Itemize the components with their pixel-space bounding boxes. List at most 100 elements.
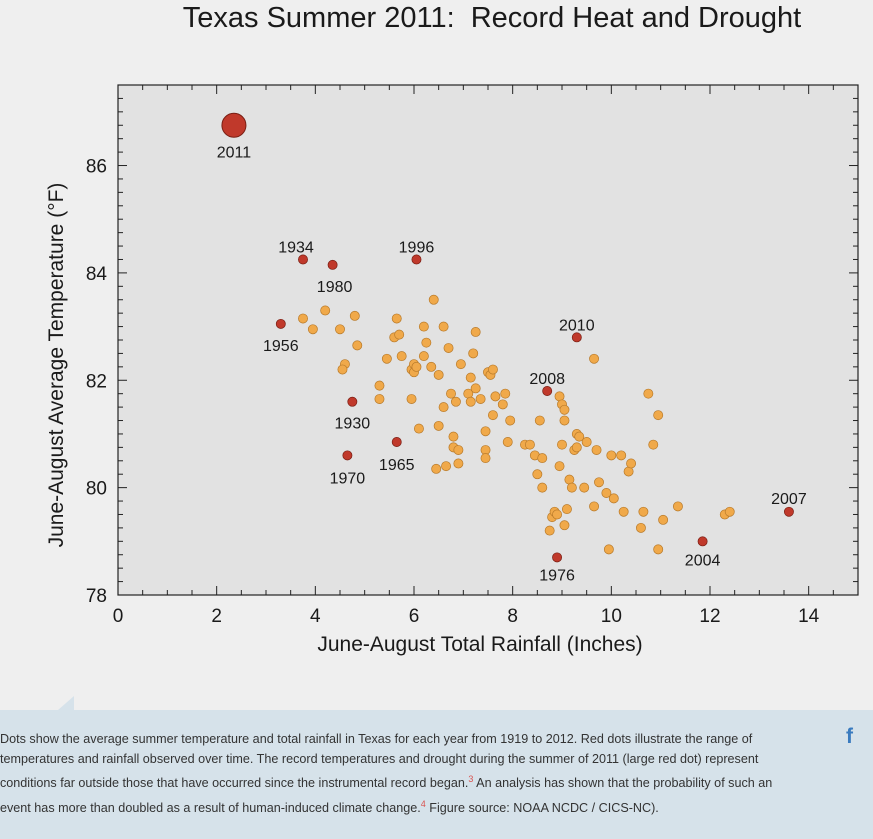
data-point (554, 461, 565, 472)
facebook-icon[interactable]: f (846, 725, 853, 748)
x-axis-label: June-August Total Rainfall (Inches) (317, 633, 642, 656)
data-point (453, 445, 464, 456)
x-tick-label: 8 (507, 606, 518, 627)
data-point (418, 321, 429, 332)
year-label-2011: 2011 (217, 144, 252, 161)
data-point (428, 294, 439, 305)
data-point (374, 394, 385, 405)
data-point (443, 343, 454, 354)
data-point (421, 337, 432, 348)
data-point (438, 402, 449, 413)
x-tick-label: 4 (310, 606, 321, 627)
data-point (396, 351, 407, 362)
data-point (465, 372, 476, 383)
highlighted-point-2008 (542, 386, 553, 396)
data-point (470, 326, 481, 337)
data-point (635, 522, 646, 533)
y-tick-label: 82 (86, 371, 107, 392)
data-point (381, 353, 392, 364)
year-label-1996: 1996 (399, 239, 435, 256)
y-axis-label: June-August Average Temperature (°F) (45, 183, 68, 548)
data-point (559, 520, 570, 531)
axis-ticks (117, 84, 859, 596)
highlighted-point-2011 (221, 112, 247, 138)
caption-notch (58, 696, 74, 710)
footnote-3-link[interactable]: 3 (468, 774, 474, 785)
data-point (566, 482, 577, 493)
data-point (438, 321, 449, 332)
data-point (581, 437, 592, 447)
highlighted-point-1965 (391, 437, 402, 447)
data-point (559, 415, 570, 426)
data-point (475, 394, 486, 405)
data-point (441, 461, 452, 472)
data-point (544, 525, 555, 536)
highlighted-point-1970 (342, 450, 353, 461)
data-point (433, 369, 444, 380)
data-point (672, 501, 683, 512)
data-point (616, 450, 627, 461)
data-point (433, 420, 444, 431)
highlighted-point-1934 (298, 254, 308, 265)
data-point (601, 488, 612, 498)
data-point (608, 493, 619, 504)
data-point (411, 361, 422, 372)
data-point (446, 388, 456, 399)
data-point (559, 404, 570, 415)
year-label-2007: 2007 (771, 491, 807, 508)
year-label-2008: 2008 (529, 371, 565, 388)
x-tick-label: 14 (798, 606, 820, 627)
y-tick-label: 86 (86, 157, 107, 178)
data-point (349, 310, 360, 321)
data-point (552, 509, 563, 520)
data-point (490, 391, 501, 402)
data-point (537, 453, 548, 464)
caption-part-1: Dots show the average summer temperature… (0, 732, 759, 791)
caption-panel (0, 710, 873, 839)
data-point (638, 506, 649, 517)
highlighted-point-1956 (275, 318, 286, 329)
x-tick-label: 10 (601, 606, 622, 627)
data-point (643, 388, 654, 399)
chart-title: Texas Summer 2011: Record Heat and Droug… (182, 2, 802, 34)
data-point (487, 364, 498, 375)
data-point (448, 431, 459, 442)
data-point (480, 426, 491, 437)
footnote-4-link[interactable]: 4 (420, 798, 426, 809)
y-tick-labels: 78 80 82 84 86 (86, 157, 108, 607)
data-point (571, 442, 582, 453)
data-point (431, 463, 442, 474)
year-label-1965: 1965 (379, 457, 415, 474)
x-tick-label: 12 (699, 606, 720, 627)
data-point (500, 388, 511, 399)
data-point (626, 458, 637, 469)
data-point (648, 439, 659, 450)
data-point (298, 313, 308, 324)
data-point (537, 482, 548, 493)
highlighted-points: 2011 1934 1980 1996 1956 2010 2008 1930 1965 1970… (217, 112, 807, 584)
data-point (534, 415, 545, 426)
highlighted-point-2007 (783, 506, 794, 517)
data-point (653, 544, 664, 555)
data-point (465, 396, 476, 407)
year-label-1976: 1976 (539, 567, 575, 584)
data-point (724, 506, 735, 517)
data-point (658, 514, 669, 525)
x-tick-label: 0 (113, 606, 124, 627)
y-tick-label: 84 (86, 264, 108, 285)
y-tick-label: 78 (86, 586, 107, 607)
data-point (468, 348, 479, 359)
data-points (298, 294, 735, 555)
highlighted-point-2010 (571, 332, 582, 343)
data-point (391, 313, 402, 324)
caption-text: Dots show the average summer temperature… (0, 729, 800, 818)
data-point (653, 410, 664, 421)
caption-part-3: Figure source: NOAA NCDC / CICS-NC). (425, 800, 659, 815)
data-point (337, 364, 348, 375)
data-point (557, 439, 567, 450)
highlighted-point-1996 (411, 254, 422, 265)
data-point (497, 399, 508, 410)
highlighted-point-1930 (347, 396, 358, 407)
y-tick-label: 80 (86, 479, 107, 500)
data-point (594, 477, 604, 488)
